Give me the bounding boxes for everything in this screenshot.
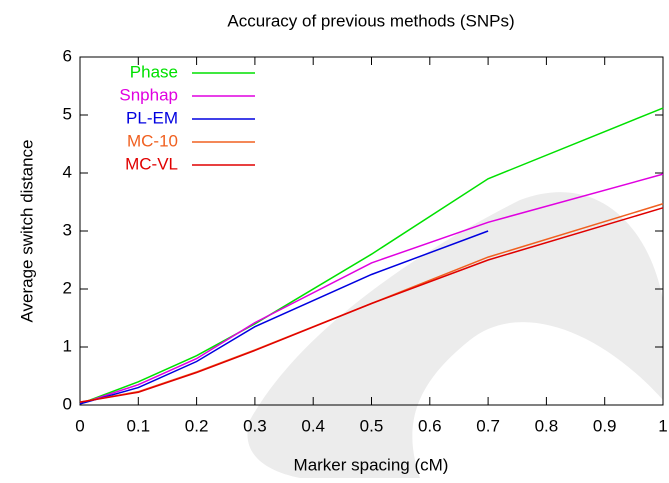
legend-label: MC-VL xyxy=(125,154,178,173)
y-tick-label: 3 xyxy=(63,220,72,239)
x-tick-label: 0.7 xyxy=(476,416,500,435)
x-tick-label: 0.6 xyxy=(418,416,442,435)
watermark xyxy=(247,192,663,479)
x-tick-label: 0 xyxy=(75,416,84,435)
y-tick-label: 6 xyxy=(63,46,72,65)
y-tick-label: 0 xyxy=(63,394,72,413)
x-tick-label: 0.9 xyxy=(593,416,617,435)
legend-label: PL-EM xyxy=(126,108,178,127)
y-tick-label: 2 xyxy=(63,278,72,297)
series-line xyxy=(79,230,489,405)
series-line xyxy=(79,173,664,405)
x-tick-label: 1 xyxy=(658,416,667,435)
series-line xyxy=(79,207,664,403)
x-tick-label: 0.4 xyxy=(301,416,325,435)
chart-title: Accuracy of previous methods (SNPs) xyxy=(227,11,514,30)
series-line xyxy=(79,107,664,405)
legend-label: MC-10 xyxy=(127,131,178,150)
x-tick-label: 0.5 xyxy=(360,416,384,435)
x-tick-label: 0.8 xyxy=(535,416,559,435)
y-tick-label: 5 xyxy=(63,104,72,123)
x-tick-label: 0.2 xyxy=(185,416,209,435)
y-axis-label: Average switch distance xyxy=(17,139,36,322)
legend-label: Phase xyxy=(130,62,178,81)
legend-label: Snphap xyxy=(119,85,178,104)
y-tick-label: 4 xyxy=(63,162,72,181)
y-tick-label: 1 xyxy=(63,336,72,355)
x-tick-label: 0.1 xyxy=(126,416,150,435)
x-tick-label: 0.3 xyxy=(243,416,267,435)
x-axis-label: Marker spacing (cM) xyxy=(294,455,449,474)
